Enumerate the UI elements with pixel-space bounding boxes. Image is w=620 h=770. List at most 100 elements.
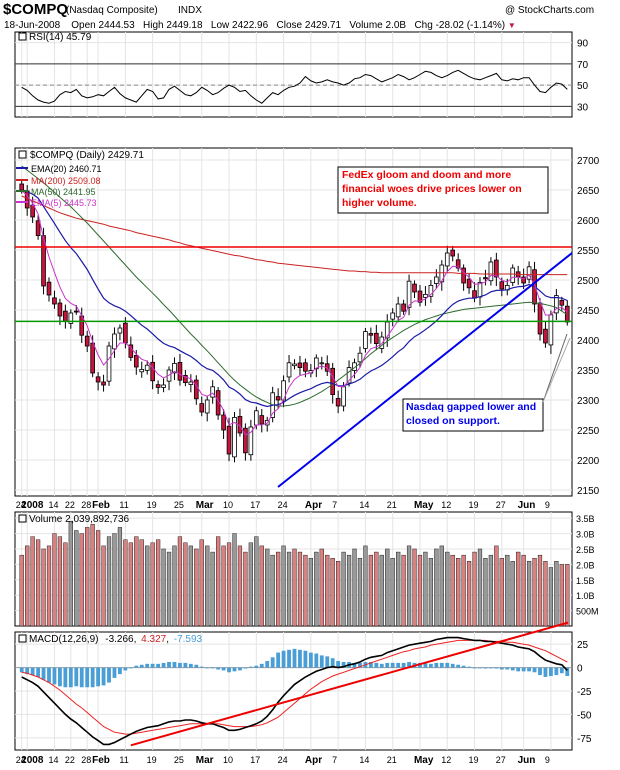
- macd-hist-bar: [472, 667, 477, 669]
- volume-bar: [106, 536, 112, 627]
- volume-bar: [101, 545, 106, 627]
- macd-hist-bar: [210, 667, 215, 669]
- volume-tick-label: 1.0B: [576, 591, 595, 601]
- volume-bar: [35, 539, 41, 627]
- macd-hist-bar: [292, 648, 297, 668]
- volume-bar: [314, 551, 319, 627]
- price-x-label: 22: [65, 500, 75, 510]
- candle-body: [117, 327, 123, 334]
- volume-bar: [68, 521, 73, 627]
- macd-hist-bar: [161, 662, 166, 668]
- macd-legend: MACD(12,26,9) -3.266, 4.327, -7.593: [18, 634, 203, 645]
- volume-bar: [210, 551, 215, 627]
- macd-hist-bar: [30, 667, 35, 676]
- candle-body: [526, 266, 532, 280]
- macd-x-label: May: [414, 755, 434, 766]
- candle-body: [466, 278, 472, 289]
- legend-ma50: MA(50) 2441.95: [31, 187, 96, 197]
- high-value: 2449.18: [166, 20, 203, 31]
- macd-hist-bar: [41, 667, 46, 680]
- macd-hist-bar: [488, 667, 493, 669]
- price-x-label: 21: [387, 500, 397, 510]
- volume-bar: [346, 554, 352, 627]
- volume-bar: [477, 548, 483, 627]
- macd-hist-bar: [341, 661, 346, 668]
- ema5-line: [21, 189, 568, 436]
- candle-body: [363, 331, 368, 349]
- candle-body: [84, 335, 90, 347]
- candle-body: [303, 362, 308, 372]
- rsi-line: [21, 69, 568, 104]
- macd-hist-bar: [352, 662, 357, 668]
- macd-hist-bar: [314, 653, 319, 668]
- candle-body: [52, 297, 57, 305]
- macd-hist-bar: [456, 664, 461, 668]
- open-label: Open: [71, 20, 96, 31]
- volume-bar: [368, 554, 373, 627]
- volume-tick-label: 3.0B: [576, 530, 595, 540]
- macd-legend-name: MACD(12,26,9): [29, 634, 98, 645]
- price-x-label: Mar: [196, 500, 214, 511]
- volume-bar: [248, 542, 253, 627]
- volume-bar: [494, 545, 499, 627]
- macd-hist-bar: [216, 667, 221, 670]
- candle-body: [521, 276, 526, 284]
- volume-bar: [41, 548, 46, 627]
- candle-body: [286, 362, 292, 378]
- volume-bar: [505, 554, 510, 627]
- volume-bar: [205, 545, 210, 627]
- macd-hist-bar: [63, 667, 68, 688]
- volume-bar: [112, 533, 117, 627]
- candle-body: [226, 425, 232, 455]
- macd-hist-bar: [543, 667, 548, 677]
- volume-bar: [95, 530, 101, 627]
- macd-hist-bar: [199, 666, 204, 668]
- volume-bar: [543, 561, 548, 627]
- macd-hist-bar: [303, 650, 308, 668]
- volume-bar: [532, 558, 537, 627]
- volume-legend-text: Volume 2,039,892,736: [29, 514, 130, 525]
- macd-hist-bar: [112, 667, 117, 678]
- candle-body: [275, 396, 281, 401]
- volume-bar: [243, 551, 248, 627]
- macd-hist-bar: [308, 652, 313, 668]
- macd-hist-bar: [418, 662, 422, 668]
- candle-body: [346, 367, 352, 384]
- volume-bar: [19, 554, 24, 627]
- macd-hist-bar: [379, 663, 384, 668]
- volume-bar: [74, 530, 79, 627]
- macd-hist-bar: [188, 663, 193, 668]
- candle-body: [215, 390, 221, 416]
- candle-body: [554, 295, 559, 314]
- volume-bar: [450, 554, 455, 627]
- candle-body: [123, 322, 128, 344]
- candle-body: [499, 281, 505, 290]
- volume-bar: [254, 536, 259, 627]
- fedex-annotation-text: FedEx gloom and doom and more financial …: [342, 169, 522, 209]
- rsi-panel: [14, 31, 573, 118]
- volume-bar: [276, 551, 281, 627]
- ma50-line: [21, 165, 568, 407]
- candle-body: [101, 381, 106, 386]
- macd-hist-bar: [336, 661, 341, 668]
- candle-body: [221, 414, 226, 431]
- macd-x-label: 24: [16, 755, 26, 765]
- volume-bar: [216, 536, 221, 627]
- volume-bar: [341, 551, 346, 627]
- price-x-label: Jun: [518, 500, 536, 511]
- macd-x-label: 19: [147, 755, 157, 765]
- macd-legend-signal: 4.327: [141, 634, 166, 645]
- macd-hist-bar: [325, 656, 330, 668]
- macd-legend-line: MACD(12,26,9) -3.266, 4.327, -7.593: [29, 634, 203, 645]
- copyright[interactable]: @ StockCharts.com: [505, 5, 595, 16]
- price-tick-label: 2350: [577, 366, 600, 377]
- macd-hist-bar: [467, 666, 471, 668]
- macd-hist-bar: [554, 667, 559, 676]
- volume-bar: [499, 558, 504, 627]
- volume-bar: [548, 567, 554, 627]
- volume-bar: [417, 554, 423, 627]
- candle-body: [144, 364, 150, 371]
- symbol-name: (Nasdaq Composite): [66, 5, 158, 16]
- macd-hist-bar: [434, 662, 439, 668]
- price-tick-label: 2150: [577, 486, 600, 497]
